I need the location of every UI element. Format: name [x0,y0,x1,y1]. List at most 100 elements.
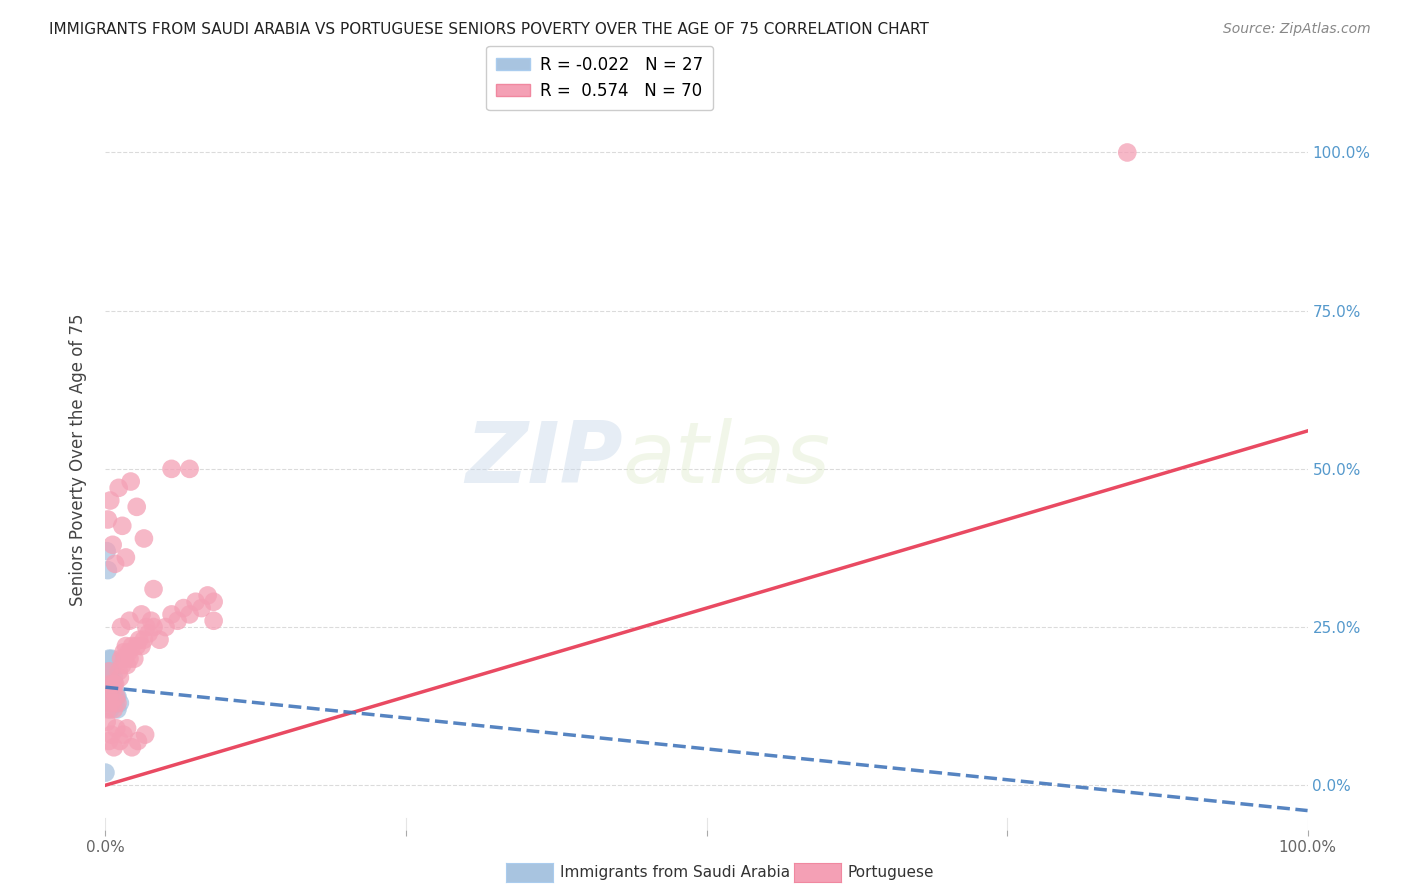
Point [100,728,122,742]
Point [98,671,121,685]
Point [100,665,122,679]
Point [104,683,127,698]
Point [184,595,207,609]
Text: ZIP: ZIP [465,417,623,501]
Point [101,538,124,552]
Point [179,607,201,622]
Legend: R = -0.022   N = 27, R =  0.574   N = 70: R = -0.022 N = 27, R = 0.574 N = 70 [486,45,713,110]
Point [97,563,120,577]
Point [108,671,131,685]
Point [160,462,183,476]
Text: atlas: atlas [623,417,831,501]
Point [142,620,165,634]
Point [148,632,170,647]
Text: Source: ZipAtlas.com: Source: ZipAtlas.com [1223,22,1371,37]
Point [107,665,129,679]
Point [96,677,118,691]
Point [125,639,148,653]
Point [118,651,141,665]
Point [128,632,150,647]
Point [101,683,124,698]
Point [105,690,128,704]
Text: IMMIGRANTS FROM SAUDI ARABIA VS PORTUGUESE SENIORS POVERTY OVER THE AGE OF 75 CO: IMMIGRANTS FROM SAUDI ARABIA VS PORTUGUE… [49,22,929,37]
Point [103,740,125,755]
Point [108,734,131,748]
Point [166,614,188,628]
Point [100,696,122,710]
Point [111,658,134,673]
Point [98,665,121,679]
Point [94,683,117,698]
Point [107,696,129,710]
Point [97,665,120,679]
Point [125,500,148,514]
Point [114,651,136,665]
Point [118,614,141,628]
Point [104,677,127,691]
Point [115,721,138,735]
Point [115,639,138,653]
Point [105,721,128,735]
Point [98,702,121,716]
Point [103,671,125,685]
Point [101,677,124,691]
Point [104,696,127,710]
Point [98,690,121,704]
Point [173,601,195,615]
Point [98,677,121,691]
Point [97,512,120,526]
Point [131,639,153,653]
Point [103,696,125,710]
Point [98,651,121,665]
Point [134,728,156,742]
Point [103,702,125,716]
Text: Portuguese: Portuguese [848,865,935,880]
Y-axis label: Seniors Poverty Over the Age of 75: Seniors Poverty Over the Age of 75 [69,313,87,606]
Point [104,557,127,571]
Point [98,677,121,691]
Point [98,683,121,698]
Point [127,734,149,748]
Point [155,620,177,634]
Point [132,532,155,546]
Point [124,651,146,665]
Point [97,690,120,704]
Point [121,740,143,755]
Point [110,620,132,634]
Point [120,475,142,489]
Point [135,620,157,634]
Point [111,518,134,533]
Point [97,702,120,716]
Point [142,582,165,596]
Text: Immigrants from Saudi Arabia: Immigrants from Saudi Arabia [560,865,790,880]
Point [121,639,143,653]
Point [100,696,122,710]
Point [101,690,124,704]
Point [202,595,225,609]
Point [138,626,160,640]
Point [98,696,121,710]
Point [110,651,132,665]
Point [179,462,201,476]
Point [94,765,117,780]
Point [132,632,155,647]
Point [96,714,118,729]
Point [139,614,162,628]
Point [105,690,128,704]
Point [112,645,135,659]
Point [108,696,131,710]
Point [107,481,129,495]
Point [112,728,135,742]
Point [115,658,138,673]
Point [103,677,125,691]
Point [98,734,121,748]
Point [202,614,225,628]
Point [190,601,212,615]
Point [117,645,139,659]
Point [131,607,153,622]
Point [107,690,129,704]
Point [98,665,121,679]
Point [160,607,183,622]
Point [197,589,219,603]
Point [96,544,118,558]
